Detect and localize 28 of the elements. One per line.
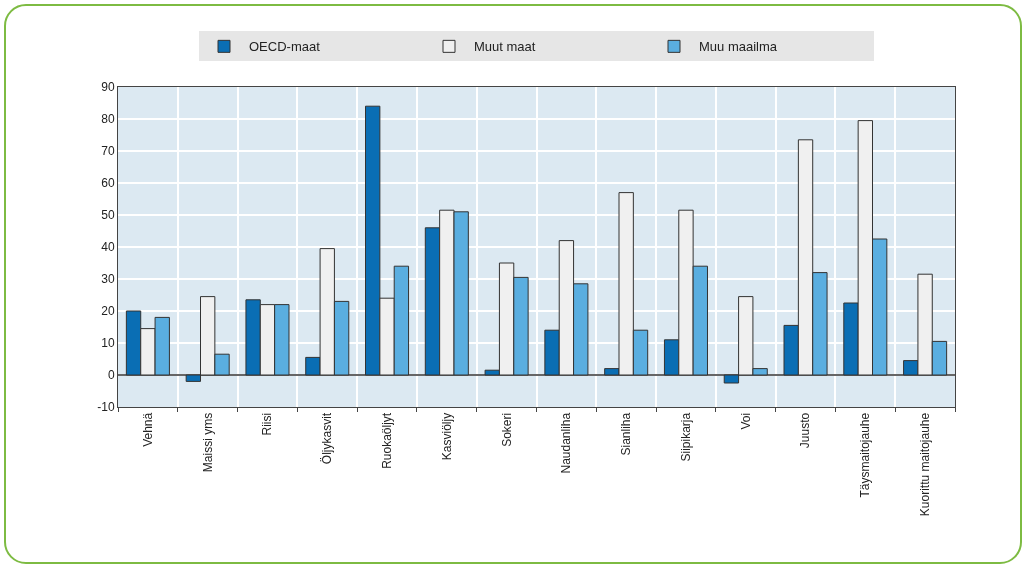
y-tick-label: -10	[97, 400, 115, 415]
x-tick-label: Juusto	[798, 412, 813, 449]
x-tick-label: Ruokaöljyt	[379, 412, 394, 469]
x-tick-label: Kasviöljy	[439, 412, 454, 461]
legend-label: Muut maat	[474, 39, 536, 55]
x-tick-label: Voi	[738, 412, 753, 430]
x-tick-label: Kuorittu maitojauhe	[918, 412, 933, 517]
x-tick-label: Täysmaitojauhe	[858, 412, 873, 498]
x-tick-label: Vehnä	[140, 412, 155, 447]
y-tick-label: 70	[101, 144, 115, 159]
y-tick-label: 80	[101, 112, 115, 127]
y-tick-label: 20	[101, 304, 115, 319]
y-tick-label: 50	[101, 208, 115, 223]
x-tick-label: Öljykasvit	[320, 412, 335, 465]
y-tick-label: 90	[101, 80, 115, 95]
x-tick-label: Maissi yms	[200, 412, 215, 473]
legend-label: OECD-maat	[249, 39, 321, 55]
y-tick-label: 60	[101, 176, 115, 191]
x-tick-label: Riisi	[260, 412, 275, 436]
x-tick-label: Sokeri	[499, 412, 514, 447]
x-tick-label: Sianliha	[619, 412, 634, 456]
x-tick-label: Naudanliha	[559, 412, 574, 474]
y-tick-label: 10	[101, 336, 115, 351]
y-tick-label: 30	[101, 272, 115, 287]
y-tick-label: 0	[107, 368, 115, 383]
x-tick-label: Siipikarja	[678, 412, 693, 462]
y-tick-label: 40	[101, 240, 115, 255]
legend-label: Muu maailma	[699, 39, 778, 55]
